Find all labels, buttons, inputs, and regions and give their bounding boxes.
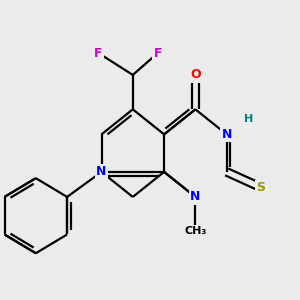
Text: H: H xyxy=(244,114,253,124)
Text: N: N xyxy=(190,190,201,203)
Text: CH₃: CH₃ xyxy=(184,226,206,236)
Text: F: F xyxy=(154,46,162,59)
Text: N: N xyxy=(96,165,107,178)
Text: N: N xyxy=(221,128,232,141)
Text: F: F xyxy=(94,46,103,59)
Text: O: O xyxy=(190,68,201,81)
Text: S: S xyxy=(256,181,266,194)
